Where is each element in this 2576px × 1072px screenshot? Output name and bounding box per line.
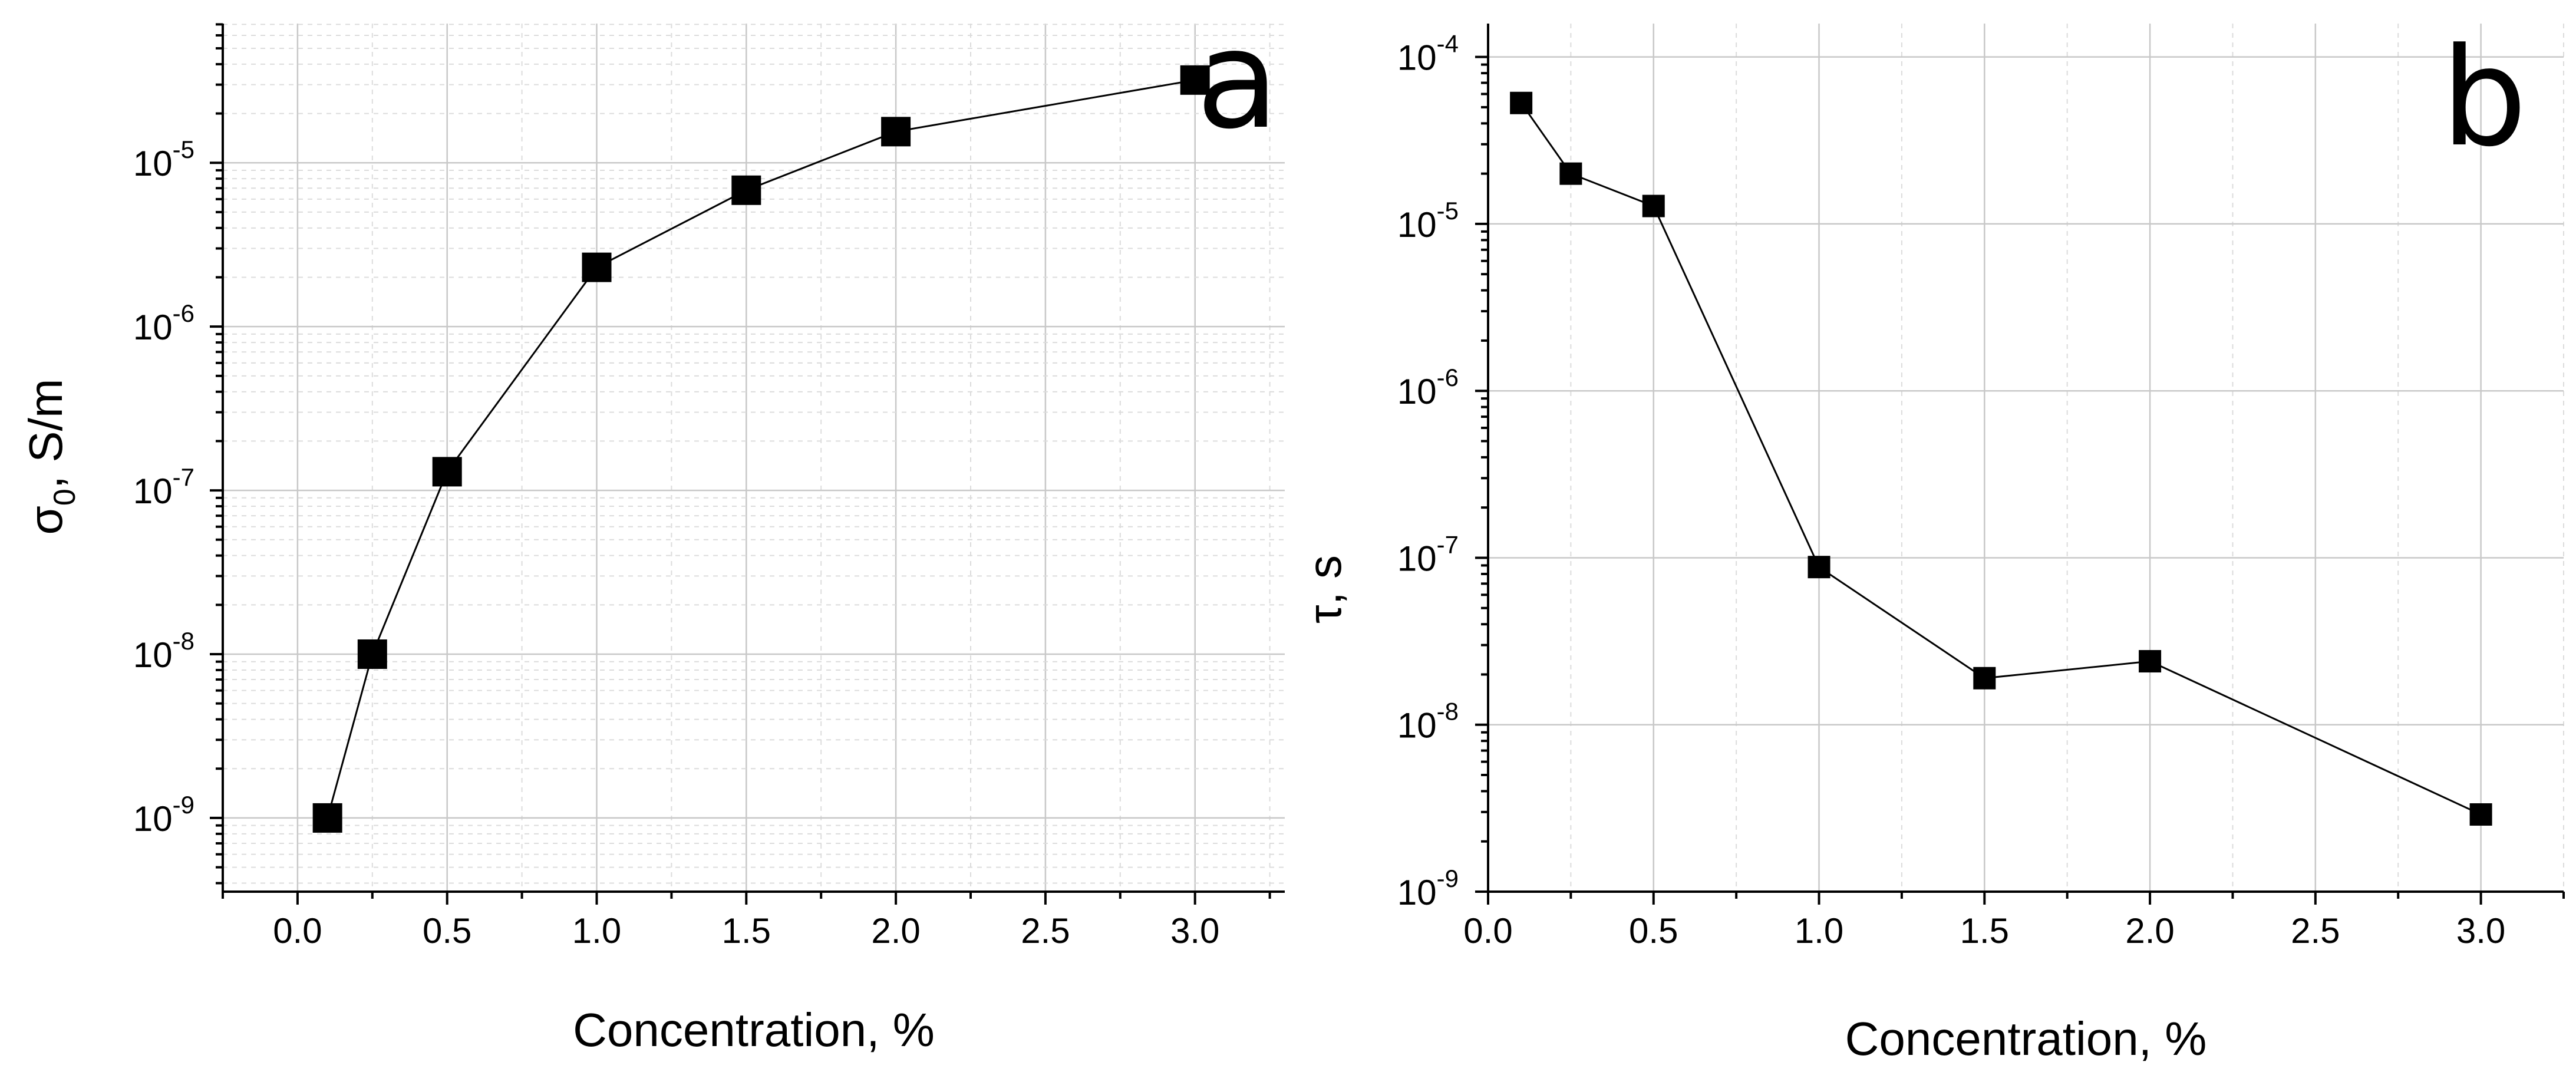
y-tick-exponent: -6	[173, 299, 194, 327]
x-tick-label: 1.0	[572, 911, 621, 951]
chart-panel-a: 0.0 0.5 1.0 1.5 2.0 2.5 3.0 10-9 10-8 10-7 10-6 10-…	[19, 2, 1285, 1056]
y-tick-exponent: -7	[1437, 530, 1459, 558]
y-tick-label: 10-5	[133, 136, 194, 183]
x-tick-label: 3.0	[2456, 911, 2505, 951]
data-point-marker	[1973, 667, 1996, 690]
y-tick-label: 10-9	[1397, 865, 1459, 912]
y-tick-label: 10-6	[133, 299, 194, 347]
series-line	[326, 79, 1195, 819]
y-tick-label: 10-7	[133, 463, 194, 511]
y-tick-exponent: -5	[173, 136, 194, 163]
x-tick-label: 3.0	[1170, 911, 1219, 951]
x-tick-label: 0.5	[423, 911, 471, 951]
data-point-marker	[1642, 194, 1665, 217]
panel-label: b	[2441, 19, 2527, 177]
y-tick-label: 10-5	[1397, 197, 1459, 245]
y-tick-exponent: -9	[1437, 865, 1459, 892]
chart-panel-b: 0.0 0.5 1.0 1.5 2.0 2.5 3.0 10-9 10-8 10-7 10-6 10-…	[1298, 19, 2565, 1065]
y-tick-label: 10-8	[133, 627, 194, 675]
x-tick-label: 1.0	[1795, 911, 1843, 951]
data-point-marker	[1808, 556, 1830, 579]
y-axis-title-unit: , S/m	[19, 379, 72, 489]
y-tick-exponent: -9	[173, 791, 194, 819]
panel-label: a	[1196, 2, 1279, 159]
x-tick-label: 0.0	[273, 911, 322, 951]
series-line	[1520, 102, 2482, 816]
x-axis-title: Concentration, %	[573, 1004, 935, 1056]
data-point-marker	[1510, 91, 1533, 114]
data-point-marker	[582, 252, 612, 282]
x-tick-label: 2.5	[2291, 911, 2340, 951]
y-tick-label: 10-7	[1397, 530, 1459, 578]
data-point-marker	[312, 803, 342, 833]
x-tick-label: 0.5	[1629, 911, 1678, 951]
y-axis-title-subscript: 0	[48, 489, 82, 506]
y-tick-exponent: -4	[1437, 30, 1459, 58]
data-point-marker	[2469, 803, 2492, 826]
y-tick-exponent: -5	[1437, 197, 1459, 225]
y-tick-label: 10-6	[1397, 364, 1459, 411]
x-tick-label: 1.5	[722, 911, 771, 951]
x-tick-label: 0.0	[1463, 911, 1512, 951]
x-tick-label: 2.5	[1021, 911, 1070, 951]
data-point-marker	[357, 639, 387, 669]
data-point-marker	[2139, 650, 2162, 673]
y-tick-exponent: -6	[1437, 364, 1459, 391]
x-tick-label: 2.0	[871, 911, 920, 951]
y-tick-exponent: -7	[173, 463, 194, 491]
data-point-marker	[1180, 65, 1210, 95]
y-tick-exponent: -8	[1437, 698, 1459, 725]
x-axis-title: Concentration, %	[1845, 1012, 2207, 1065]
y-tick-label: 10-4	[1397, 30, 1459, 78]
y-tick-exponent: -8	[173, 627, 194, 655]
data-point-marker	[731, 175, 761, 205]
y-tick-label: 10-9	[133, 791, 194, 839]
y-tick-label: 10-8	[1397, 698, 1459, 746]
data-point-marker	[1559, 162, 1582, 185]
y-axis-title: σ0, S/m	[19, 379, 82, 535]
x-tick-label: 2.0	[2125, 911, 2174, 951]
data-point-marker	[432, 457, 462, 487]
data-point-marker	[881, 117, 911, 147]
x-tick-label: 1.5	[1960, 911, 2009, 951]
y-axis-title: τ, s	[1298, 555, 1351, 624]
